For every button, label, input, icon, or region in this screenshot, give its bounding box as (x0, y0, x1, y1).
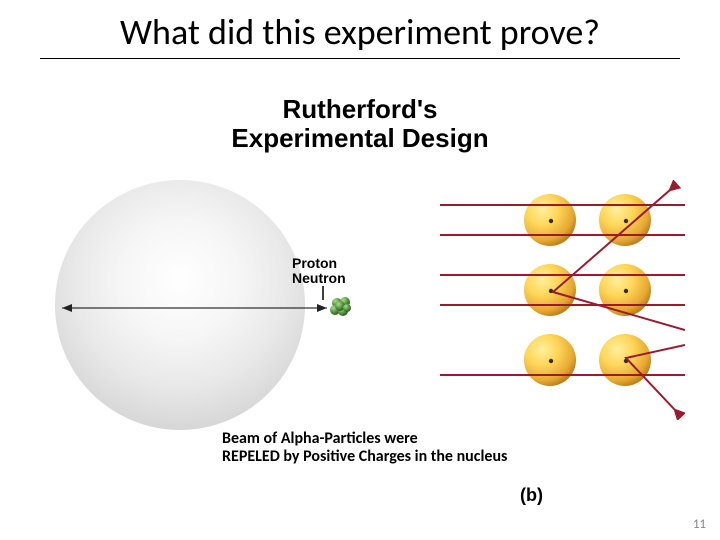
slide-title: What did this experiment prove? (40, 10, 680, 59)
subtitle: Rutherford's Experimental Design (0, 95, 720, 152)
subtitle-line1: Rutherford's (283, 94, 438, 124)
gold-foil-diagram (440, 180, 685, 420)
label-neutron: Neutron (292, 270, 346, 286)
nucleus-icon (328, 294, 354, 320)
pointer-line (62, 303, 332, 313)
page-number: 11 (693, 517, 706, 532)
label-proton: Proton (292, 255, 337, 271)
subtitle-line2: Experimental Design (231, 123, 488, 153)
caption-line1: Beam of Alpha-Particles were (222, 429, 418, 448)
caption-line2: REPELED by Positive Charges in the nucle… (222, 447, 507, 466)
label-connector (322, 286, 324, 300)
nucleus-label: Proton Neutron (292, 256, 346, 285)
panel-b-label: (b) (520, 485, 543, 506)
caption: Beam of Alpha-Particles were REPELED by … (222, 430, 507, 467)
